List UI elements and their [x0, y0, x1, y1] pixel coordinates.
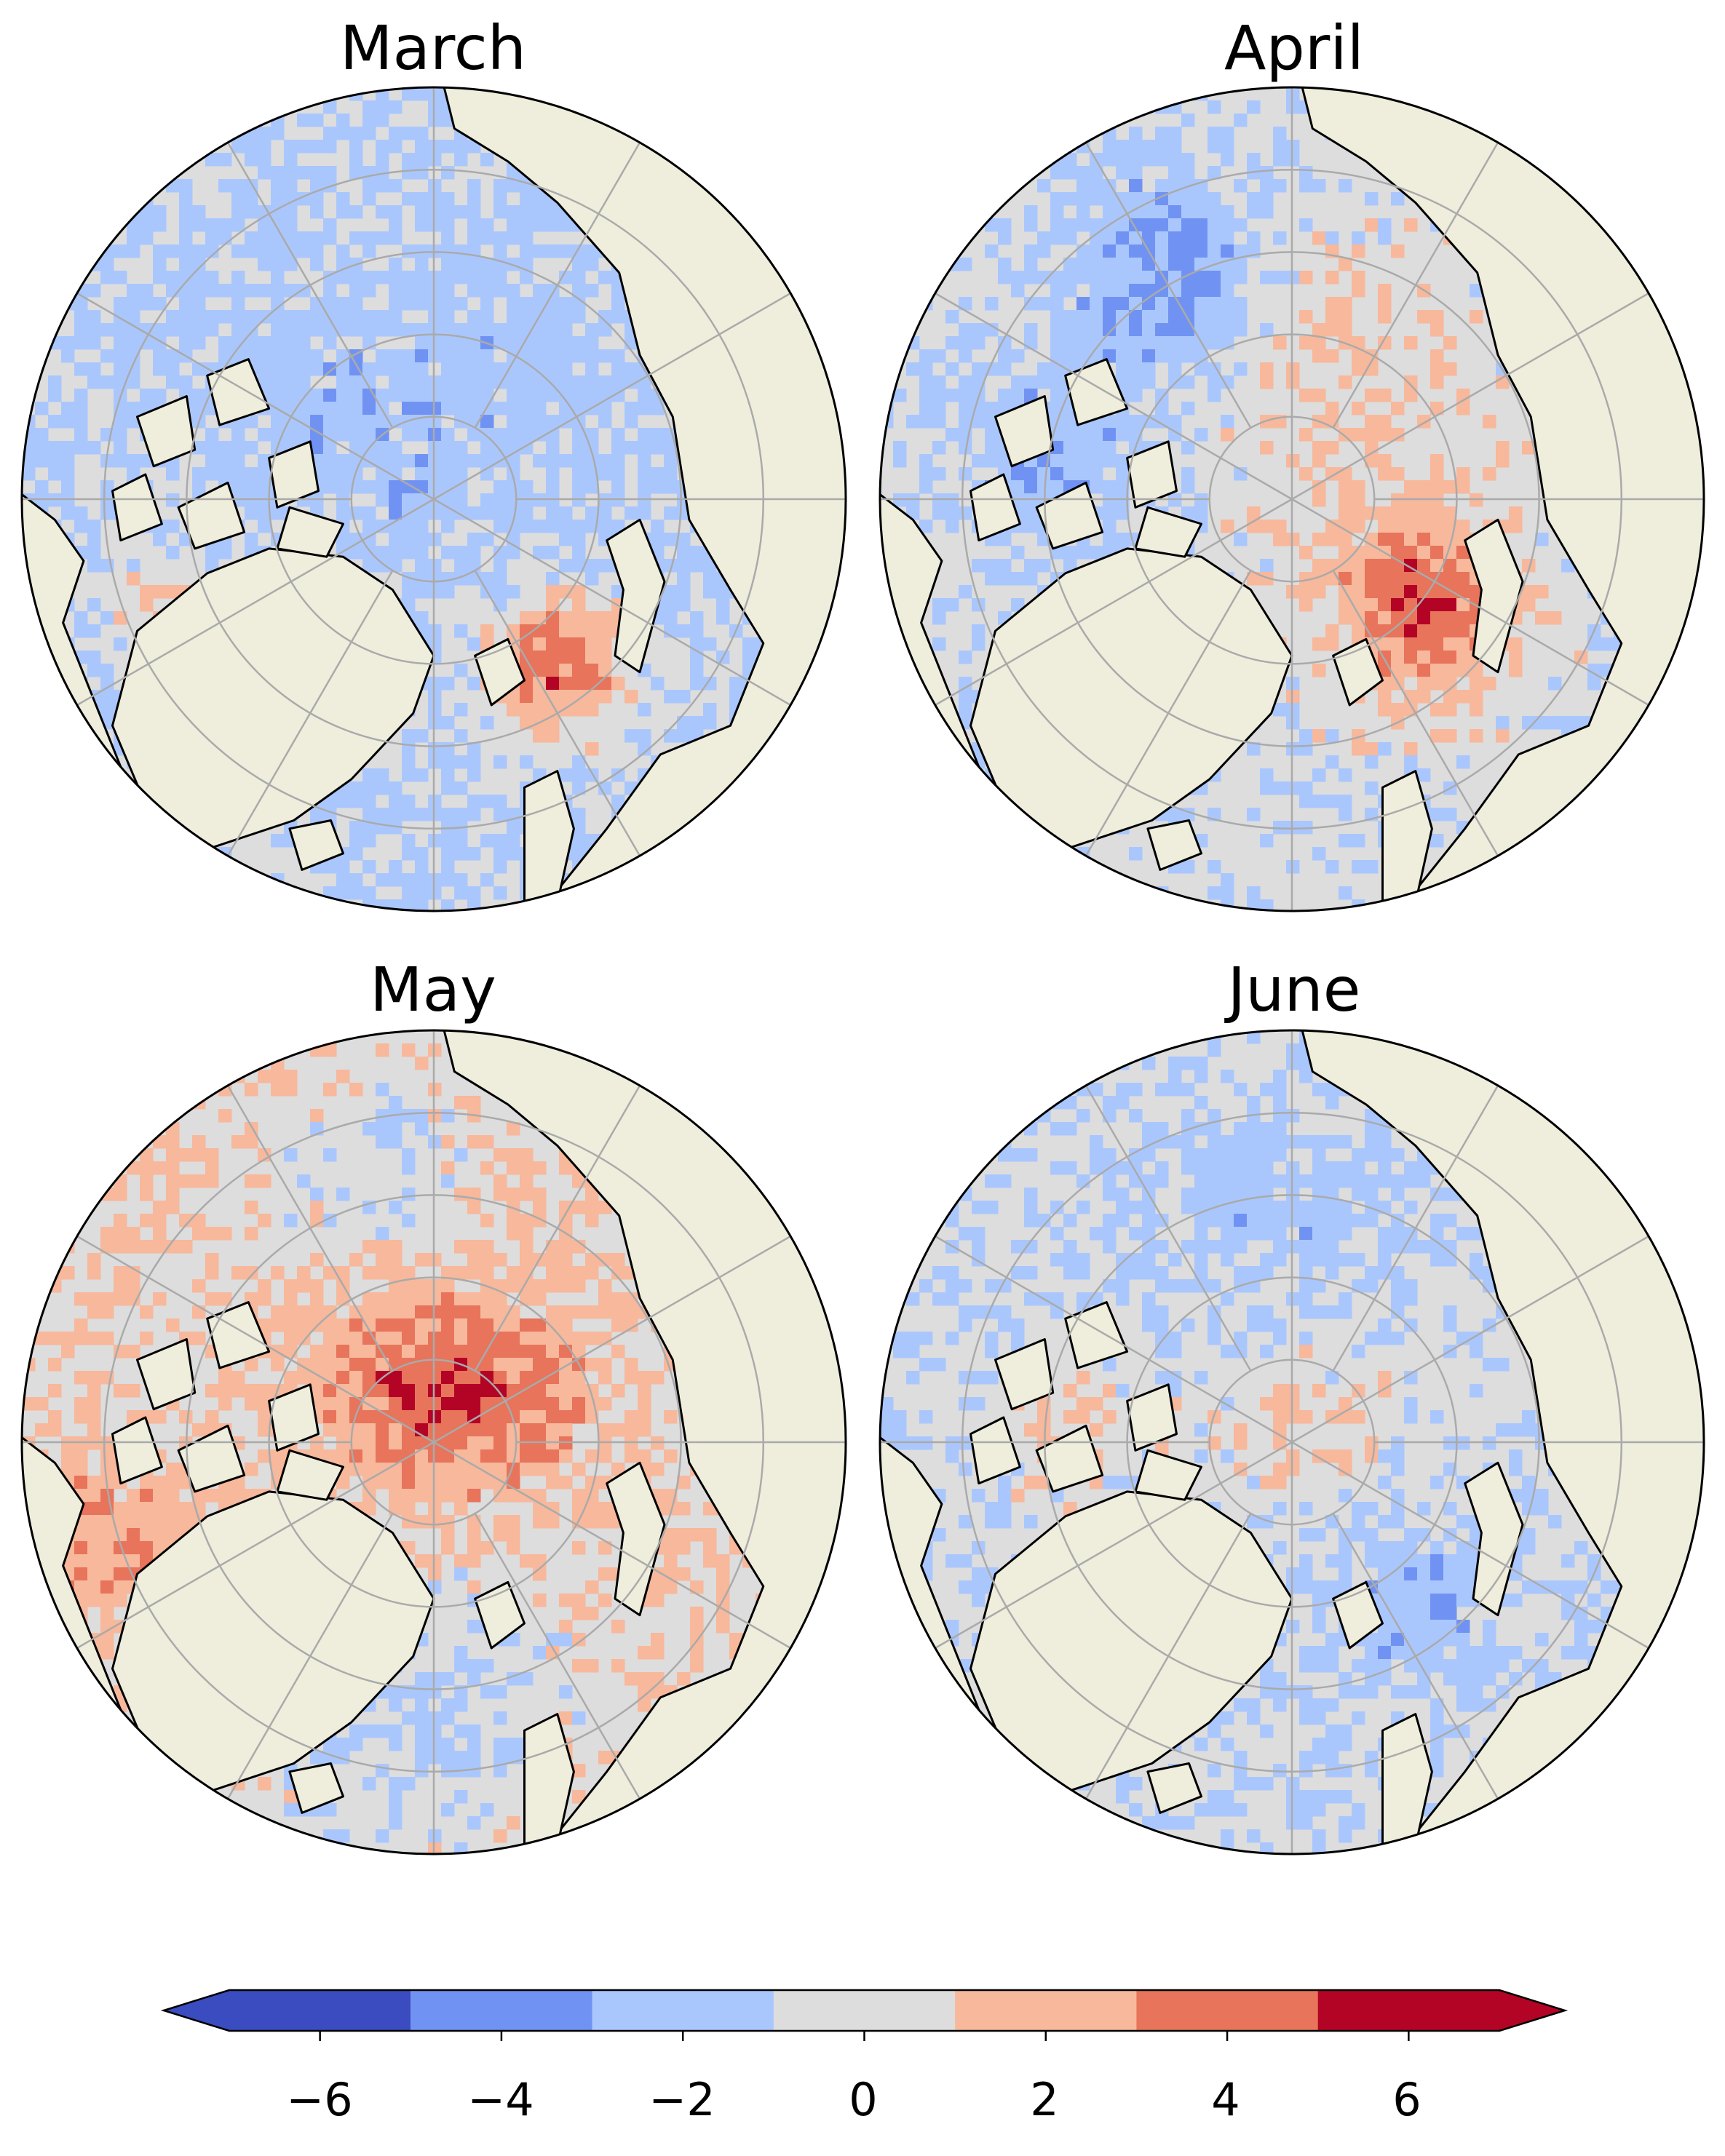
colorbar-tick-label: −6: [286, 2073, 353, 2126]
panel-title-may: May: [370, 954, 496, 1025]
colorbar: [160, 1989, 1569, 2041]
colorbar-segment: [592, 1990, 774, 2031]
panel-title-march: March: [339, 12, 527, 84]
colorbar-segment: [1136, 1990, 1319, 2031]
colorbar-segment: [1317, 1990, 1565, 2031]
map-panel-june: [879, 1029, 1705, 1855]
panel-title-june: June: [1227, 954, 1361, 1025]
map-panel-may: [20, 1029, 847, 1855]
map-panel-march: [20, 86, 847, 912]
colorbar-tick-label: −2: [649, 2073, 715, 2126]
colorbar-segment: [411, 1990, 593, 2031]
colorbar-segment: [773, 1990, 956, 2031]
colorbar-tick-label: −4: [467, 2073, 534, 2126]
map-panel-april: [879, 86, 1705, 912]
colorbar-segment: [164, 1990, 411, 2031]
panel-title-april: April: [1224, 12, 1364, 84]
colorbar-tick-label: 6: [1392, 2073, 1421, 2126]
colorbar-tick-label: 4: [1211, 2073, 1240, 2126]
colorbar-tick-label: 0: [849, 2073, 878, 2126]
colorbar-segment: [955, 1990, 1137, 2031]
colorbar-tick-label: 2: [1030, 2073, 1059, 2126]
